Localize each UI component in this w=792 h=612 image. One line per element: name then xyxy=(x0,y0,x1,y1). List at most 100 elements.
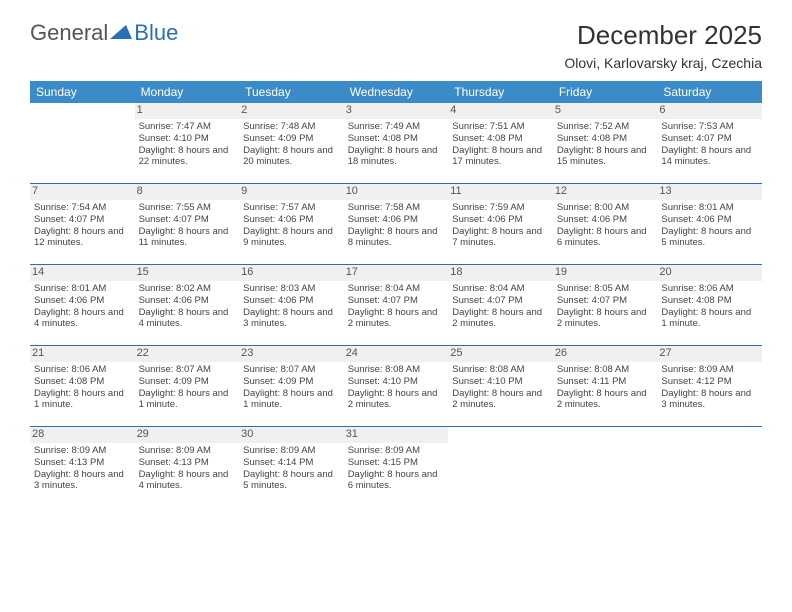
sunset-text: Sunset: 4:08 PM xyxy=(452,133,549,145)
calendar-day-cell: 9Sunrise: 7:57 AMSunset: 4:06 PMDaylight… xyxy=(239,184,344,265)
calendar-body: 1Sunrise: 7:47 AMSunset: 4:10 PMDaylight… xyxy=(30,103,762,507)
day-number: 1 xyxy=(135,103,240,119)
sunset-text: Sunset: 4:09 PM xyxy=(243,376,340,388)
sunrise-text: Sunrise: 8:08 AM xyxy=(557,364,654,376)
daylight-text: Daylight: 8 hours and 18 minutes. xyxy=(348,145,445,169)
day-number: 19 xyxy=(553,265,658,281)
sunrise-text: Sunrise: 8:06 AM xyxy=(661,283,758,295)
calendar-day-cell xyxy=(553,427,658,508)
sunset-text: Sunset: 4:08 PM xyxy=(34,376,131,388)
sunrise-text: Sunrise: 8:09 AM xyxy=(139,445,236,457)
calendar-day-cell xyxy=(30,103,135,184)
day-number: 30 xyxy=(239,427,344,443)
day-number: 27 xyxy=(657,346,762,362)
day-number: 24 xyxy=(344,346,449,362)
calendar-day-cell: 18Sunrise: 8:04 AMSunset: 4:07 PMDayligh… xyxy=(448,265,553,346)
daylight-text: Daylight: 8 hours and 2 minutes. xyxy=(348,388,445,412)
weekday-header: Friday xyxy=(553,81,658,103)
sunrise-text: Sunrise: 8:03 AM xyxy=(243,283,340,295)
sunset-text: Sunset: 4:06 PM xyxy=(243,295,340,307)
sunrise-text: Sunrise: 8:01 AM xyxy=(661,202,758,214)
day-number: 26 xyxy=(553,346,658,362)
daylight-text: Daylight: 8 hours and 11 minutes. xyxy=(139,226,236,250)
weekday-header: Saturday xyxy=(657,81,762,103)
daylight-text: Daylight: 8 hours and 3 minutes. xyxy=(243,307,340,331)
weekday-header: Monday xyxy=(135,81,240,103)
day-number: 16 xyxy=(239,265,344,281)
daylight-text: Daylight: 8 hours and 12 minutes. xyxy=(34,226,131,250)
day-number: 17 xyxy=(344,265,449,281)
logo-triangle-icon xyxy=(110,23,132,44)
sunrise-text: Sunrise: 7:58 AM xyxy=(348,202,445,214)
sunrise-text: Sunrise: 8:04 AM xyxy=(348,283,445,295)
calendar-day-cell: 12Sunrise: 8:00 AMSunset: 4:06 PMDayligh… xyxy=(553,184,658,265)
calendar-day-cell: 26Sunrise: 8:08 AMSunset: 4:11 PMDayligh… xyxy=(553,346,658,427)
daylight-text: Daylight: 8 hours and 15 minutes. xyxy=(557,145,654,169)
day-number: 6 xyxy=(657,103,762,119)
calendar-day-cell: 3Sunrise: 7:49 AMSunset: 4:08 PMDaylight… xyxy=(344,103,449,184)
day-number: 4 xyxy=(448,103,553,119)
daylight-text: Daylight: 8 hours and 14 minutes. xyxy=(661,145,758,169)
daylight-text: Daylight: 8 hours and 7 minutes. xyxy=(452,226,549,250)
calendar-day-cell: 1 Sunrise: 7:47 AMSunset: 4:10 PMDaylight… xyxy=(135,103,240,184)
day-number: 22 xyxy=(135,346,240,362)
calendar-week-row: 1Sunrise: 7:47 AMSunset: 4:10 PMDaylight… xyxy=(30,103,762,184)
sunrise-text: Sunrise: 8:05 AM xyxy=(557,283,654,295)
daylight-text: Daylight: 8 hours and 8 minutes. xyxy=(348,226,445,250)
sunset-text: Sunset: 4:15 PM xyxy=(348,457,445,469)
sunset-text: Sunset: 4:06 PM xyxy=(452,214,549,226)
logo: General Blue xyxy=(30,20,178,46)
calendar-week-row: 21Sunrise: 8:06 AMSunset: 4:08 PMDayligh… xyxy=(30,346,762,427)
day-number: 3 xyxy=(344,103,449,119)
header: General Blue December 2025 Olovi, Karlov… xyxy=(30,20,762,71)
sunrise-text: Sunrise: 8:01 AM xyxy=(34,283,131,295)
sunset-text: Sunset: 4:08 PM xyxy=(557,133,654,145)
day-number: 14 xyxy=(30,265,135,281)
sunrise-text: Sunrise: 7:54 AM xyxy=(34,202,131,214)
daylight-text: Daylight: 8 hours and 2 minutes. xyxy=(452,388,549,412)
daylight-text: Daylight: 8 hours and 2 minutes. xyxy=(452,307,549,331)
daylight-text: Daylight: 8 hours and 6 minutes. xyxy=(557,226,654,250)
daylight-text: Daylight: 8 hours and 4 minutes. xyxy=(34,307,131,331)
calendar-day-cell: 30Sunrise: 8:09 AMSunset: 4:14 PMDayligh… xyxy=(239,427,344,508)
day-number: 21 xyxy=(30,346,135,362)
day-number: 28 xyxy=(30,427,135,443)
weekday-header: Thursday xyxy=(448,81,553,103)
logo-text-general: General xyxy=(30,20,108,46)
sunrise-text: Sunrise: 8:09 AM xyxy=(243,445,340,457)
sunset-text: Sunset: 4:07 PM xyxy=(452,295,549,307)
daylight-text: Daylight: 8 hours and 22 minutes. xyxy=(139,145,236,169)
sunrise-text: Sunrise: 8:07 AM xyxy=(243,364,340,376)
sunrise-text: Sunrise: 8:09 AM xyxy=(661,364,758,376)
weekday-header: Sunday xyxy=(30,81,135,103)
calendar-day-cell: 20Sunrise: 8:06 AMSunset: 4:08 PMDayligh… xyxy=(657,265,762,346)
day-number: 15 xyxy=(135,265,240,281)
daylight-text: Daylight: 8 hours and 5 minutes. xyxy=(661,226,758,250)
sunset-text: Sunset: 4:10 PM xyxy=(139,133,236,145)
calendar-day-cell: 19Sunrise: 8:05 AMSunset: 4:07 PMDayligh… xyxy=(553,265,658,346)
sunrise-text: Sunrise: 8:08 AM xyxy=(348,364,445,376)
calendar-day-cell xyxy=(448,427,553,508)
sunset-text: Sunset: 4:07 PM xyxy=(139,214,236,226)
sunrise-text: Sunrise: 8:09 AM xyxy=(34,445,131,457)
sunset-text: Sunset: 4:06 PM xyxy=(139,295,236,307)
calendar-day-cell: 10Sunrise: 7:58 AMSunset: 4:06 PMDayligh… xyxy=(344,184,449,265)
sunrise-text: Sunrise: 7:57 AM xyxy=(243,202,340,214)
day-number: 13 xyxy=(657,184,762,200)
calendar-week-row: 28Sunrise: 8:09 AMSunset: 4:13 PMDayligh… xyxy=(30,427,762,508)
day-number: 12 xyxy=(553,184,658,200)
daylight-text: Daylight: 8 hours and 1 minute. xyxy=(34,388,131,412)
daylight-text: Daylight: 8 hours and 20 minutes. xyxy=(243,145,340,169)
sunset-text: Sunset: 4:13 PM xyxy=(139,457,236,469)
calendar-day-cell: 2Sunrise: 7:48 AMSunset: 4:09 PMDaylight… xyxy=(239,103,344,184)
daylight-text: Daylight: 8 hours and 9 minutes. xyxy=(243,226,340,250)
sunset-text: Sunset: 4:09 PM xyxy=(139,376,236,388)
day-number: 7 xyxy=(30,184,135,200)
sunrise-text: Sunrise: 7:55 AM xyxy=(139,202,236,214)
sunset-text: Sunset: 4:06 PM xyxy=(661,214,758,226)
sunrise-text: Sunrise: 7:47 AM xyxy=(139,121,236,133)
day-number: 31 xyxy=(344,427,449,443)
calendar-table: Sunday Monday Tuesday Wednesday Thursday… xyxy=(30,81,762,507)
calendar-week-row: 14Sunrise: 8:01 AMSunset: 4:06 PMDayligh… xyxy=(30,265,762,346)
sunset-text: Sunset: 4:07 PM xyxy=(34,214,131,226)
